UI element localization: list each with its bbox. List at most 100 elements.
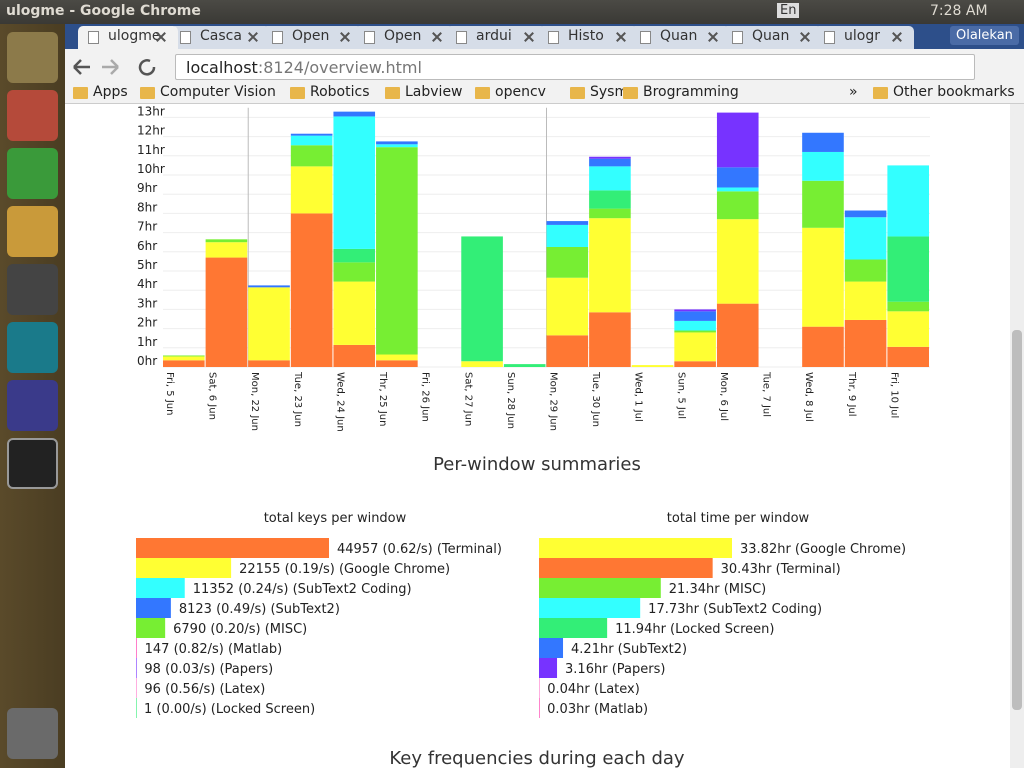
- back-button[interactable]: [73, 59, 90, 75]
- terminal-icon[interactable]: [7, 438, 58, 489]
- tab-close[interactable]: [800, 32, 810, 42]
- tab-close[interactable]: [616, 32, 626, 42]
- bar-segment: [248, 285, 290, 288]
- bar-segment: [546, 224, 589, 247]
- tab-close[interactable]: [432, 32, 442, 42]
- bar-segment: [376, 141, 418, 145]
- sublime-icon[interactable]: [7, 264, 58, 315]
- tab-close[interactable]: [156, 32, 166, 42]
- bar-segment: [205, 239, 248, 243]
- bar-segment: [802, 326, 844, 367]
- trash-icon[interactable]: [7, 708, 58, 759]
- tab[interactable]: Quan: [722, 26, 822, 49]
- profile-name[interactable]: Olalekan: [950, 26, 1019, 45]
- tab-icon: [456, 31, 467, 44]
- bar: [539, 698, 540, 718]
- bookmarks-overflow[interactable]: »: [849, 84, 858, 100]
- bar: [136, 558, 232, 578]
- tab-title: ardui: [476, 28, 512, 44]
- tab[interactable]: Open: [262, 26, 362, 49]
- section-heading: Key frequencies during each day: [389, 748, 685, 768]
- bookmarks-bar: Apps Computer Vision Robotics Labview opencv…: [65, 84, 1024, 104]
- bookmark[interactable]: Robotics: [290, 84, 370, 100]
- tab[interactable]: Histo: [538, 26, 638, 49]
- bar-segment: [163, 360, 205, 367]
- chrome-icon[interactable]: [7, 206, 58, 257]
- tab-icon: [548, 31, 559, 44]
- tab[interactable]: ulogme: [78, 26, 178, 49]
- tab[interactable]: ulogr: [814, 26, 914, 49]
- bar-segment: [503, 364, 546, 367]
- bookmark[interactable]: Labview: [385, 84, 463, 100]
- x-tick-label: Sat, 27 Jun: [462, 372, 473, 426]
- bar: [539, 558, 713, 578]
- keyboard-indicator[interactable]: En: [777, 3, 800, 18]
- bar-label: 33.82hr (Google Chrome): [740, 542, 906, 557]
- tab-close[interactable]: [892, 32, 902, 42]
- bookmark[interactable]: Apps: [73, 84, 128, 100]
- tab-strip: ulogme Casca Open Open ardui Histo Quan Quan ulo…: [65, 24, 1024, 49]
- address-bar[interactable]: localhost:8124/overview.html: [175, 54, 975, 80]
- tab[interactable]: Casca: [170, 26, 270, 49]
- bar-segment: [674, 332, 716, 362]
- bar-segment: [716, 219, 759, 304]
- bar-segment: [716, 167, 759, 188]
- bar-segment: [844, 217, 887, 260]
- system-bar: ulogme - Google Chrome En 7:28 AM: [0, 0, 1024, 24]
- bar-label: 11352 (0.24/s) (SubText2 Coding): [193, 582, 412, 597]
- bar-segment: [205, 257, 248, 367]
- chart-title: total time per window: [667, 511, 810, 526]
- tab-title: Casca: [200, 28, 242, 44]
- bookmark[interactable]: opencv: [475, 84, 546, 100]
- tab-close[interactable]: [340, 32, 350, 42]
- bar-segment: [290, 166, 333, 214]
- other-bookmarks[interactable]: Other bookmarks: [873, 84, 1015, 100]
- reload-button[interactable]: [138, 59, 156, 76]
- files-icon[interactable]: [7, 90, 58, 141]
- bar-segment: [802, 180, 844, 228]
- bar-segment: [333, 262, 376, 282]
- url-path: :8124/overview.html: [257, 58, 422, 77]
- forward-button[interactable]: [102, 59, 119, 75]
- tab-close[interactable]: [524, 32, 534, 42]
- tab[interactable]: Quan: [630, 26, 730, 49]
- scrollbar-thumb[interactable]: [1012, 330, 1022, 710]
- tab-icon: [732, 31, 743, 44]
- launcher: [0, 24, 65, 768]
- tab[interactable]: ardui: [446, 26, 546, 49]
- bar-label: 0.03hr (Matlab): [547, 702, 648, 717]
- bookmark[interactable]: Brogramming: [623, 84, 739, 100]
- tab-close[interactable]: [708, 32, 718, 42]
- bar: [539, 638, 564, 658]
- x-tick-label: Fri, 26 Jun: [420, 372, 431, 422]
- x-tick-label: Sun, 5 Jul: [675, 372, 686, 419]
- bookmark[interactable]: Computer Vision: [140, 84, 276, 100]
- bar-segment: [333, 116, 376, 249]
- tab-close[interactable]: [248, 32, 258, 42]
- bar-segment: [589, 158, 631, 167]
- x-tick-label: Mon, 22 Jun: [249, 372, 260, 431]
- bar: [539, 618, 608, 638]
- y-tick-label: 2hr: [137, 316, 157, 330]
- bar-segment: [290, 145, 333, 167]
- bar: [136, 538, 329, 558]
- dash-icon[interactable]: [7, 32, 58, 83]
- x-tick-label: Wed, 1 Jul: [633, 372, 644, 422]
- bookmark[interactable]: Sysm: [570, 84, 628, 100]
- bar-label: 0.04hr (Latex): [547, 682, 640, 697]
- bar: [136, 698, 137, 718]
- calc-icon[interactable]: [7, 148, 58, 199]
- tex-icon[interactable]: [7, 380, 58, 431]
- tab[interactable]: Open: [354, 26, 454, 49]
- bar-segment: [333, 344, 376, 367]
- bar-segment: [589, 218, 631, 313]
- bar-segment: [461, 361, 503, 367]
- player-icon[interactable]: [7, 322, 58, 373]
- bar-segment: [248, 360, 290, 367]
- x-tick-label: Tue, 7 Jul: [761, 371, 772, 417]
- clock[interactable]: 7:28 AM: [930, 3, 988, 19]
- bar-label: 147 (0.82/s) (Matlab): [145, 642, 283, 657]
- bar-segment: [589, 156, 631, 159]
- bar-segment: [546, 335, 589, 367]
